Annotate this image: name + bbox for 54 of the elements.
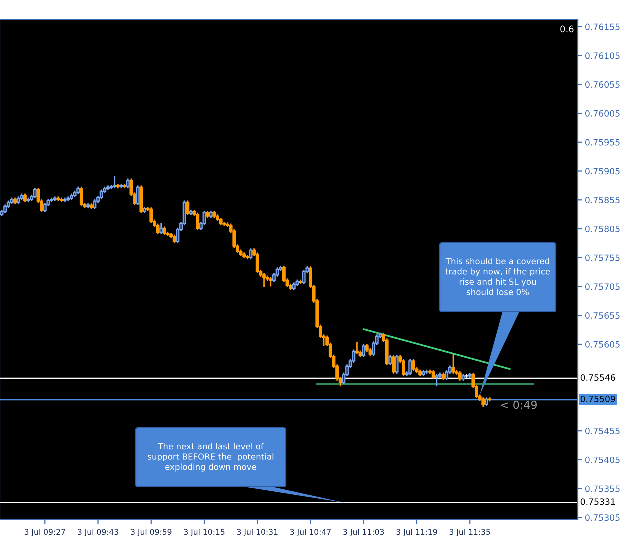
candlestick xyxy=(395,354,399,375)
candlestick xyxy=(269,276,273,288)
candlestick xyxy=(113,176,117,190)
y-tick-label: 0.75605 xyxy=(586,341,620,348)
candlestick xyxy=(196,212,200,231)
candlestick xyxy=(93,198,97,210)
candlestick xyxy=(249,248,253,260)
candlestick xyxy=(302,269,306,286)
y-tick-label: 0.76055 xyxy=(586,82,620,88)
y-tick-label: 0.75805 xyxy=(586,226,620,232)
candlestick xyxy=(392,354,396,375)
candlestick xyxy=(43,202,47,213)
candlestick xyxy=(156,223,160,235)
y-tick-label: 0.75355 xyxy=(586,486,620,492)
y-tick-label: 0.75655 xyxy=(586,312,620,320)
candlestick xyxy=(262,272,266,288)
candlestick xyxy=(445,370,449,381)
annotation: < 0:49 xyxy=(501,400,538,410)
y-tick-label: 0.75855 xyxy=(586,197,620,204)
candlestick xyxy=(100,189,104,200)
y-tick-label: 0.75305 xyxy=(586,514,620,522)
y-tick-label: 0.76105 xyxy=(586,52,620,60)
candlestick xyxy=(276,266,280,278)
candlestick xyxy=(352,348,356,364)
candlestick xyxy=(150,206,154,224)
candlestick xyxy=(402,358,406,377)
y-tick-label: 0.76005 xyxy=(586,110,620,117)
candlestick xyxy=(33,187,37,200)
candlestick xyxy=(412,358,416,372)
ref-line-label: 0.75546 xyxy=(580,374,616,382)
candlestick xyxy=(435,374,439,388)
y-tick-label: 0.75905 xyxy=(586,168,620,175)
y-tick-label: 0.75705 xyxy=(586,284,620,290)
y-tick-label: 0.75955 xyxy=(586,139,620,146)
annotation: The next and last level of support BEFORE the potential exploding down move xyxy=(148,443,274,472)
candlestick xyxy=(356,341,359,355)
ref-line-label: 0.75509 xyxy=(580,396,616,402)
candlestick xyxy=(362,344,366,358)
annotation: 0.6 xyxy=(560,26,574,33)
candlestick xyxy=(126,178,130,190)
candlestick xyxy=(186,200,190,216)
candlestick xyxy=(80,186,84,208)
ref-line-label: 0.75331 xyxy=(580,498,616,506)
annotation: This should be a covered trade by now, if the price rise and hit SL you should lose 0% xyxy=(446,258,550,296)
y-tick-label: 0.76155 xyxy=(586,24,620,30)
y-tick-label: 0.75405 xyxy=(586,456,620,464)
y-tick-label: 0.75455 xyxy=(586,428,620,434)
candlestick xyxy=(388,354,392,366)
candlestick xyxy=(160,222,164,235)
candlestick xyxy=(458,370,462,382)
candlestick xyxy=(408,358,412,376)
candlestick xyxy=(482,396,486,408)
candlestick xyxy=(256,252,260,274)
y-tick-label: 0.75755 xyxy=(586,254,620,262)
